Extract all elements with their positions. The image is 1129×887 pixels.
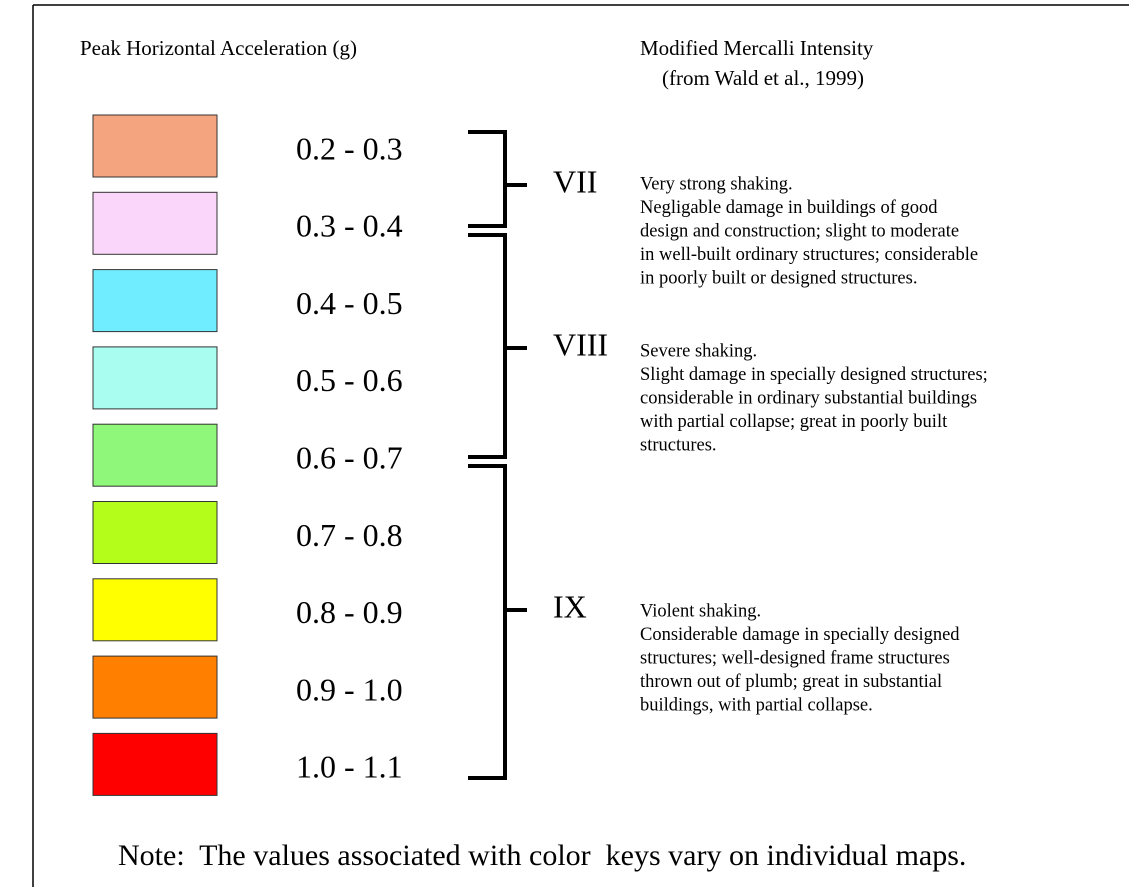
color-swatch (92, 114, 218, 178)
intensity-description: Very strong shaking. (640, 174, 793, 194)
intensity-description: in poorly built or designed structures. (640, 268, 917, 288)
intensity-description: Negligable damage in buildings of good (640, 198, 938, 218)
color-swatch (92, 191, 218, 255)
intensity-description: with partial collapse; great in poorly b… (640, 412, 948, 432)
range-label: 1.0 - 1.1 (296, 749, 403, 785)
intensity-description: thrown out of plumb; great in substantia… (640, 672, 942, 692)
range-label: 0.6 - 0.7 (296, 440, 403, 476)
intensity-description: considerable in ordinary substantial bui… (640, 388, 977, 408)
right-title: Modified Mercalli Intensity (640, 36, 874, 60)
intensity-numeral: VIII (553, 326, 608, 362)
intensity-description: buildings, with partial collapse. (640, 695, 873, 715)
color-swatch (92, 269, 218, 333)
intensity-description: structures. (640, 435, 717, 455)
intensity-description: Slight damage in specially designed stru… (640, 365, 988, 385)
intensity-description: structures; well-designed frame structur… (640, 648, 950, 668)
intensity-description: Considerable damage in specially designe… (640, 625, 960, 645)
color-swatch (92, 578, 218, 642)
range-label: 0.8 - 0.9 (296, 594, 403, 630)
range-label: 0.9 - 1.0 (296, 671, 403, 707)
range-label: 0.3 - 0.4 (296, 208, 403, 244)
right-subtitle: (from Wald et al., 1999) (662, 66, 864, 90)
color-swatch (92, 732, 218, 796)
left-title: Peak Horizontal Acceleration (g) (80, 36, 357, 60)
range-label: 0.7 - 0.8 (296, 517, 403, 553)
range-label: 0.5 - 0.6 (296, 362, 403, 398)
intensity-numeral: VII (553, 163, 597, 199)
color-swatch (92, 346, 218, 410)
intensity-description: Violent shaking. (640, 601, 761, 621)
intensity-description: design and construction; slight to moder… (640, 221, 959, 241)
note: Note: The values associated with color k… (118, 839, 966, 872)
color-swatch (92, 423, 218, 487)
range-label: 0.2 - 0.3 (296, 130, 403, 166)
intensity-numeral: IX (553, 588, 587, 624)
range-label: 0.4 - 0.5 (296, 285, 403, 321)
intensity-description: in well-built ordinary structures; consi… (640, 245, 978, 265)
intensity-description: Severe shaking. (640, 341, 757, 361)
color-swatch (92, 501, 218, 564)
color-swatch (92, 655, 218, 719)
